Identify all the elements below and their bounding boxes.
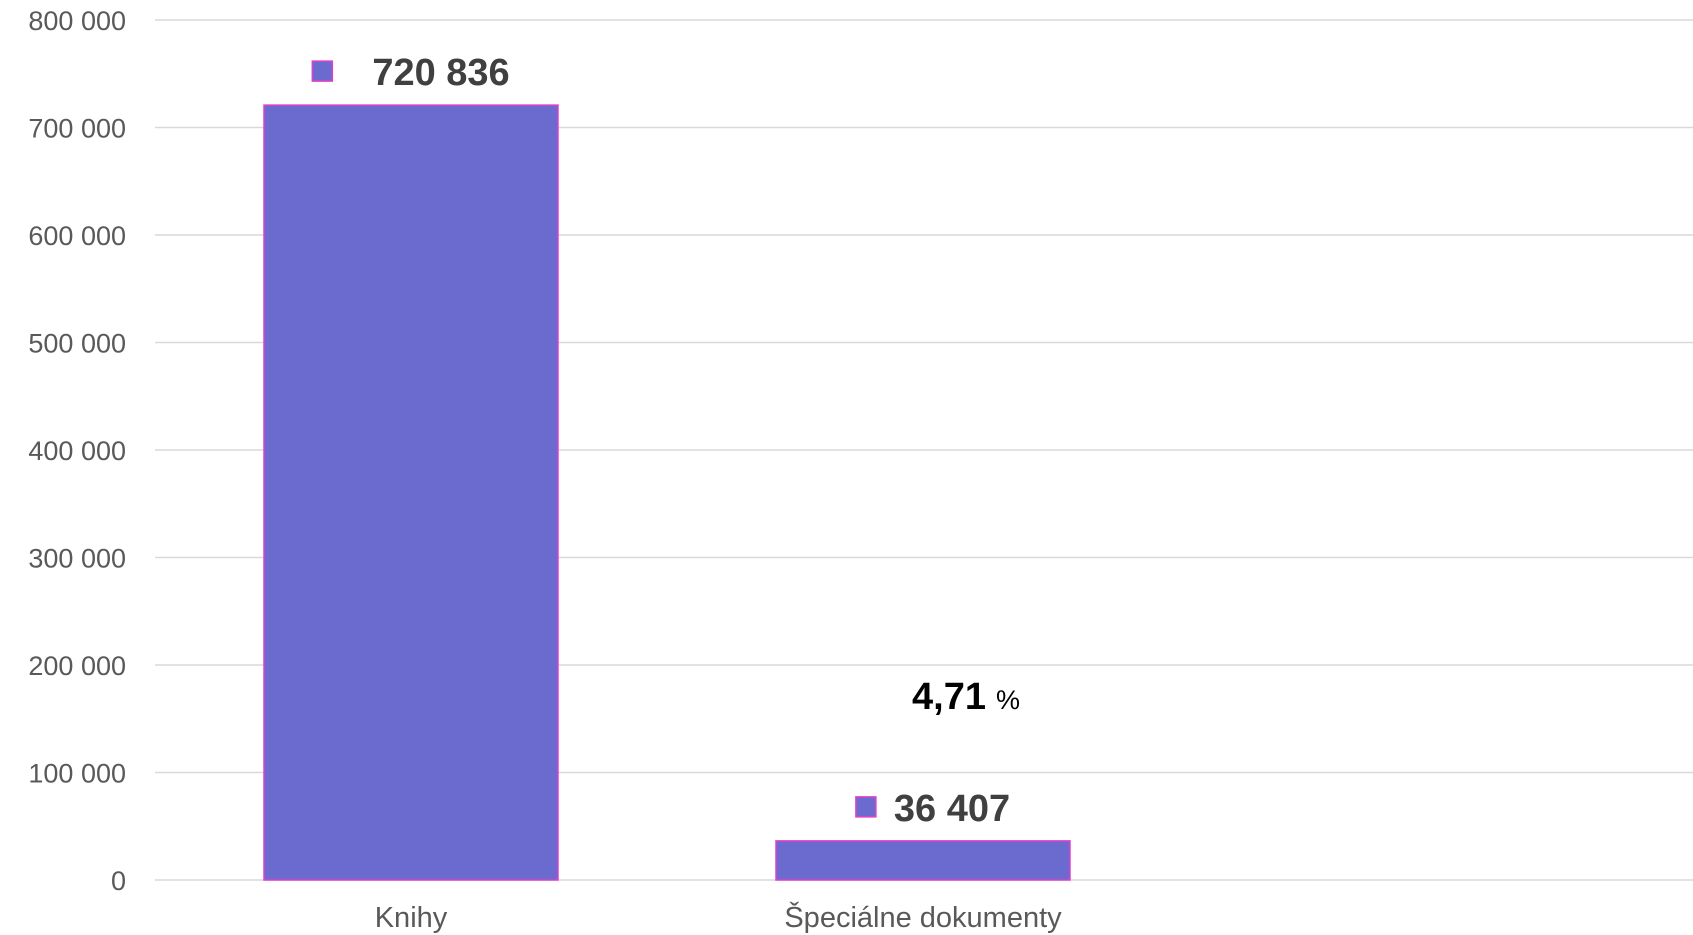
bars (263, 104, 1071, 881)
value-label-group: 720 836 (311, 52, 510, 94)
y-tick-label: 200 000 (28, 651, 126, 681)
value-labels: 720 836 36 407 (311, 52, 1010, 830)
y-axis-ticks: 0 100 000 200 000 300 000 400 000 500 000 600 … (28, 6, 126, 896)
legend-key-marker (311, 60, 334, 82)
y-tick-label: 0 (111, 866, 126, 896)
percentage-annotation: 4,71% (912, 676, 1020, 718)
y-tick-label: 600 000 (28, 221, 126, 251)
category-labels: Knihy Špeciálne dokumenty (375, 900, 1062, 934)
percentage-value: 4,71 (912, 676, 986, 718)
bar (263, 104, 559, 881)
x-category-label: Knihy (375, 902, 448, 934)
percentage-unit: % (996, 685, 1020, 715)
y-tick-label: 400 000 (28, 436, 126, 466)
x-category-label: Špeciálne dokumenty (784, 900, 1062, 934)
y-tick-label: 100 000 (28, 759, 126, 789)
y-tick-label: 800 000 (28, 6, 126, 36)
y-tick-label: 700 000 (28, 114, 126, 144)
y-tick-label: 300 000 (28, 544, 126, 574)
value-label-group: 36 407 (855, 788, 1010, 830)
y-tick-label: 500 000 (28, 329, 126, 359)
legend-key-marker (855, 796, 877, 818)
value-label: 36 407 (894, 788, 1010, 830)
value-label: 720 836 (372, 52, 509, 94)
bar (775, 840, 1071, 881)
